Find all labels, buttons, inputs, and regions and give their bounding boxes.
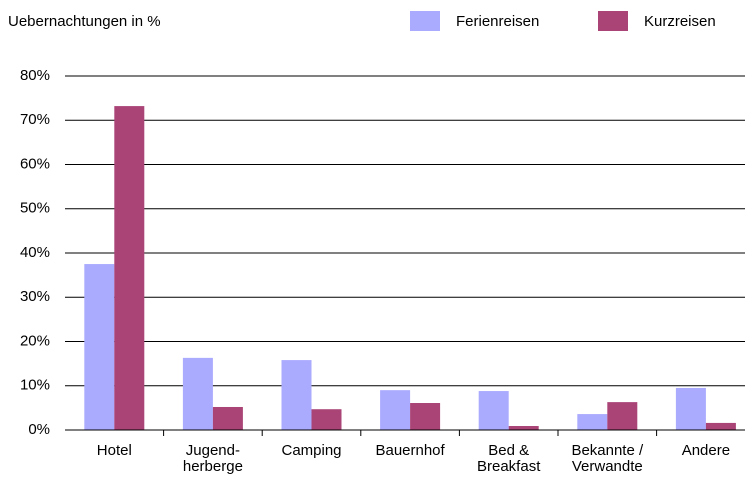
x-tick-label: herberge [183, 458, 243, 475]
y-tick-label: 40% [20, 244, 50, 261]
bar [607, 402, 638, 430]
x-tick-label: Bed & [488, 442, 529, 459]
bar [478, 391, 509, 430]
x-tick-label: Andere [682, 442, 730, 459]
bar [508, 426, 539, 430]
bar [577, 414, 608, 430]
y-tick-label: 60% [20, 155, 50, 172]
y-tick-label: 10% [20, 377, 50, 394]
bar [84, 264, 115, 430]
legend-swatch [598, 11, 628, 31]
bar [675, 387, 706, 430]
bar [410, 403, 441, 430]
x-tick-label: Camping [281, 442, 341, 459]
legend-label: Kurzreisen [644, 13, 716, 30]
legend-swatch [410, 11, 440, 31]
bar [311, 409, 342, 430]
x-tick-label: Jugend- [186, 442, 240, 459]
x-tick-label: Bekannte / [571, 442, 644, 459]
y-tick-label: 20% [20, 332, 50, 349]
bar [212, 406, 243, 430]
legend-label: Ferienreisen [456, 13, 539, 30]
x-tick-label: Bauernhof [375, 442, 445, 459]
x-tick-label: Breakfast [477, 458, 541, 475]
x-tick-label: Verwandte [572, 458, 643, 475]
bar [114, 106, 145, 430]
y-tick-label: 30% [20, 288, 50, 305]
y-tick-label: 50% [20, 200, 50, 217]
y-tick-label: 80% [20, 67, 50, 84]
y-tick-label: 0% [28, 421, 50, 438]
bar [281, 360, 312, 430]
bar [182, 357, 213, 430]
y-tick-label: 70% [20, 111, 50, 128]
x-tick-label: Hotel [97, 442, 132, 459]
bar [705, 422, 736, 430]
bar [380, 390, 411, 430]
y-axis-label: Uebernachtungen in % [8, 13, 161, 30]
